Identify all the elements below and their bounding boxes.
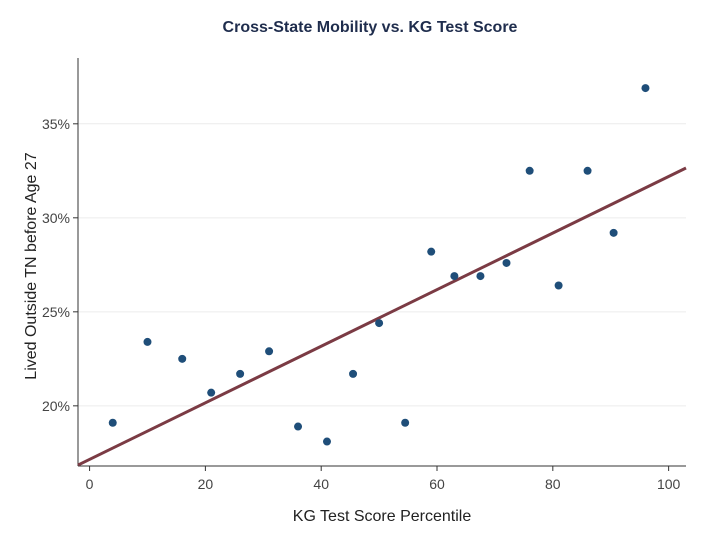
data-point (294, 422, 303, 431)
x-tick-label: 100 (657, 476, 681, 492)
y-tick-label: 35% (42, 116, 70, 132)
y-tick-label: 20% (42, 398, 70, 414)
data-point (583, 166, 592, 175)
data-point (375, 319, 384, 328)
data-point (476, 272, 485, 281)
data-point (401, 418, 410, 427)
fit-line (77, 166, 687, 467)
fit-line-group (77, 166, 687, 467)
points-group (108, 84, 650, 446)
y-tick-label: 30% (42, 210, 70, 226)
data-point (450, 272, 459, 281)
data-point (609, 228, 618, 237)
data-point (525, 166, 534, 175)
y-axis-label: Lived Outside TN before Age 27 (23, 152, 40, 380)
grid (78, 123, 686, 407)
data-point (502, 258, 511, 267)
axes (77, 58, 686, 467)
data-point (641, 84, 650, 93)
y-ticks: 20% 25% 30% 35% (42, 116, 78, 414)
x-axis-label: KG Test Score Percentile (293, 508, 472, 525)
data-point (143, 337, 152, 346)
x-tick-label: 20 (198, 476, 214, 492)
x-tick-label: 80 (545, 476, 561, 492)
y-tick-label: 25% (42, 304, 70, 320)
x-tick-label: 60 (429, 476, 445, 492)
data-point (322, 437, 331, 446)
x-tick-label: 40 (313, 476, 329, 492)
data-point (178, 354, 187, 363)
data-point (207, 388, 216, 397)
x-tick-label: 0 (86, 476, 94, 492)
x-ticks: 0 20 40 60 80 100 (86, 466, 681, 492)
data-point (236, 369, 245, 378)
data-point (554, 281, 563, 290)
data-point (427, 247, 436, 256)
data-point (108, 418, 117, 427)
data-point (265, 347, 274, 356)
chart-title: Cross-State Mobility vs. KG Test Score (223, 19, 518, 36)
data-point (349, 369, 358, 378)
